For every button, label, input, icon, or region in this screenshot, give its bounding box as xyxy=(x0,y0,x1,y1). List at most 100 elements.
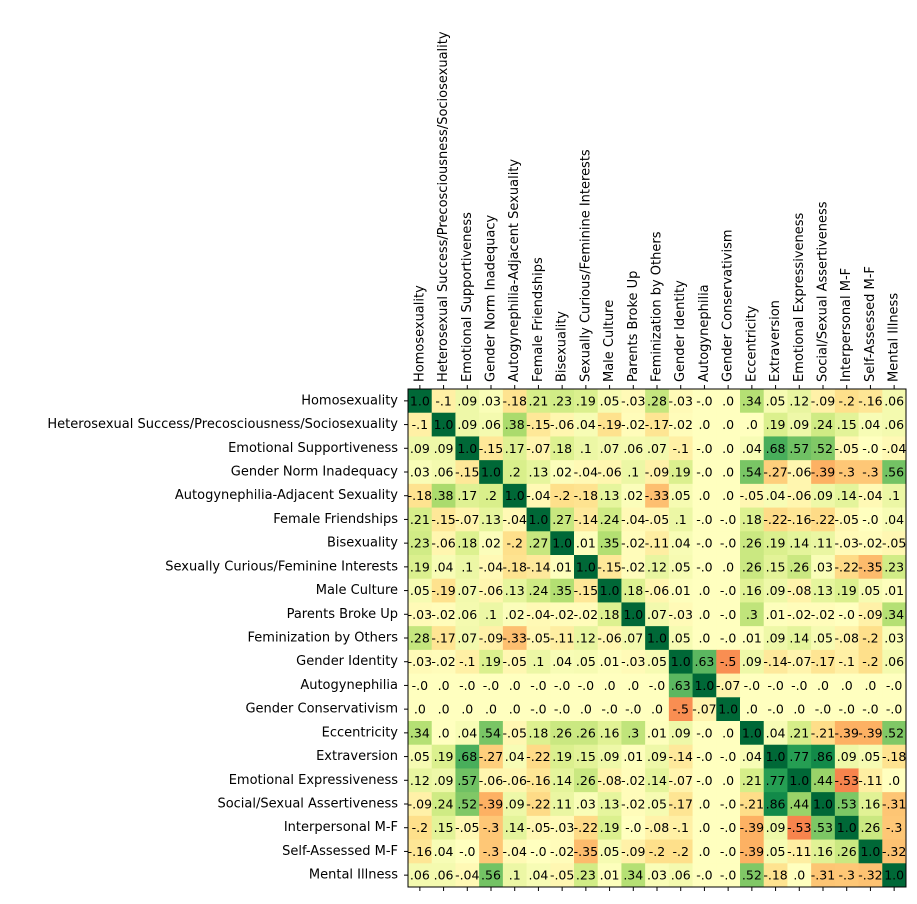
cell-value-label: -.3 xyxy=(483,844,499,859)
heatmap-cell xyxy=(621,839,646,864)
cell-value-label: -.06 xyxy=(645,583,669,598)
cell-value-label: -.07 xyxy=(716,678,740,693)
cell-value-label: -.2 xyxy=(649,844,665,859)
heatmap-cell xyxy=(692,839,717,864)
cell-value-label: .24 xyxy=(600,512,620,527)
heatmap-cell xyxy=(882,412,907,437)
cell-value-label: -.0 xyxy=(696,465,712,480)
cell-value-label: 1.0 xyxy=(481,465,501,480)
cell-value-label: .0 xyxy=(722,488,734,503)
cell-value-label: -.16 xyxy=(526,773,550,788)
cell-value-label: -.04 xyxy=(455,868,479,883)
cell-value-label: .34 xyxy=(410,725,430,740)
cell-value-label: -.2 xyxy=(554,488,570,503)
cell-value-label: -.06 xyxy=(431,536,455,551)
cell-value-label: -.0 xyxy=(862,512,878,527)
heatmap-cell xyxy=(526,863,551,888)
heatmap-cell xyxy=(621,412,646,437)
cell-value-label: .0 xyxy=(698,820,710,835)
heatmap-cell xyxy=(740,531,765,556)
cell-value-label: -.18 xyxy=(574,488,598,503)
cell-value-label: -.0 xyxy=(601,702,617,717)
cell-value-label: .12 xyxy=(647,559,667,574)
cell-value-label: .05 xyxy=(600,393,620,408)
cell-value-label: .0 xyxy=(888,773,900,788)
heatmap-cell xyxy=(455,460,480,485)
heatmap-cell xyxy=(455,483,480,509)
heatmap-cell xyxy=(574,578,599,603)
heatmap-cell xyxy=(526,839,551,864)
cell-value-label: .1 xyxy=(888,488,900,503)
cell-value-label: .17 xyxy=(505,441,525,456)
heatmap-cell xyxy=(763,531,788,556)
heatmap-cell xyxy=(858,602,883,627)
cell-value-label: .03 xyxy=(481,393,501,408)
cell-value-label: -.21 xyxy=(740,797,764,812)
heatmap-cell xyxy=(455,412,480,437)
cell-value-label: .06 xyxy=(623,441,643,456)
heatmap-cell xyxy=(716,863,741,888)
cell-value-label: .26 xyxy=(576,773,596,788)
cell-value-label: -.0 xyxy=(696,749,712,764)
cell-value-label: .54 xyxy=(742,465,762,480)
cell-value-label: .0 xyxy=(722,417,734,432)
cell-value-label: .54 xyxy=(481,725,501,740)
heatmap-cell xyxy=(811,673,836,698)
cell-value-label: .04 xyxy=(766,488,786,503)
heatmap-cell xyxy=(645,483,670,509)
cell-value-label: .13 xyxy=(600,488,620,503)
heatmap-cell xyxy=(502,460,528,485)
cell-value-label: .28 xyxy=(647,393,667,408)
heatmap-cell xyxy=(692,673,717,698)
heatmap-cell xyxy=(668,555,694,580)
heatmap-cell xyxy=(858,721,883,746)
heatmap-cell xyxy=(668,839,694,864)
cell-value-label: -.35 xyxy=(574,844,598,859)
cell-value-label: .01 xyxy=(576,536,596,551)
cell-value-label: -.05 xyxy=(455,820,479,835)
cell-value-label: .0 xyxy=(698,488,710,503)
cell-value-label: 1.0 xyxy=(576,559,596,574)
cell-value-label: -.0 xyxy=(720,631,736,646)
cell-value-label: .15 xyxy=(576,749,596,764)
cell-value-label: -.18 xyxy=(882,749,906,764)
heatmap-cell xyxy=(858,507,883,532)
cell-value-label: -.05 xyxy=(645,512,669,527)
cell-value-label: .03 xyxy=(813,559,833,574)
heatmap-cell xyxy=(502,578,528,603)
heatmap-cell xyxy=(455,507,480,532)
heatmap-cell xyxy=(858,578,883,603)
heatmap-cell xyxy=(431,531,456,556)
heatmap-cell xyxy=(858,839,883,864)
cell-value-label: -.3 xyxy=(483,820,499,835)
heatmap-cell xyxy=(431,744,456,769)
cell-value-label: .04 xyxy=(505,749,525,764)
cell-value-label: .0 xyxy=(698,583,710,598)
cell-value-label: -.05 xyxy=(835,512,859,527)
heatmap-cell xyxy=(621,768,646,793)
cell-value-label: .34 xyxy=(884,607,904,622)
heatmap-cell xyxy=(811,815,836,841)
heatmap-cell xyxy=(740,602,765,627)
cell-value-label: -.03 xyxy=(669,607,693,622)
cell-value-label: -.14 xyxy=(526,559,550,574)
cell-value-label: .0 xyxy=(722,773,734,788)
row-label: Emotional Expressiveness xyxy=(229,773,399,788)
heatmap-cell xyxy=(645,578,670,603)
column-label: Mental Illness xyxy=(887,293,902,382)
heatmap-cell xyxy=(526,626,551,651)
row-label: Feminization by Others xyxy=(248,631,399,646)
cell-value-label: .18 xyxy=(528,725,548,740)
heatmap-cell xyxy=(763,483,788,509)
heatmap-cell xyxy=(455,649,480,675)
cell-value-label: .19 xyxy=(410,559,430,574)
cell-value-label: -.0 xyxy=(696,725,712,740)
cell-value-label: -.35 xyxy=(858,559,882,574)
heatmap-cell xyxy=(763,792,788,817)
heatmap-cell xyxy=(408,792,433,817)
cell-value-label: .68 xyxy=(457,749,477,764)
heatmap-cell xyxy=(740,839,765,864)
heatmap-cell xyxy=(621,863,646,888)
heatmap-cell xyxy=(834,555,860,580)
cell-value-label: .14 xyxy=(837,488,857,503)
